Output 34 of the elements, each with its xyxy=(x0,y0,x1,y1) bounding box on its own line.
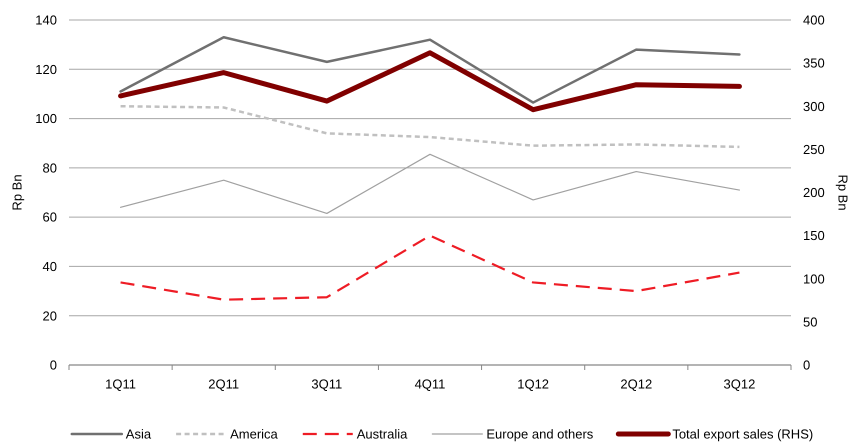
y2-tick-label: 250 xyxy=(803,142,825,157)
legend-label: Australia xyxy=(356,426,408,442)
y-tick-label: 140 xyxy=(35,12,57,28)
line-series xyxy=(119,105,741,148)
y-axis-title: Rp Bn xyxy=(10,174,25,211)
y2-tick-label: 0 xyxy=(803,358,810,373)
x-tick-label: 1Q11 xyxy=(105,376,136,392)
y-tick-label: 120 xyxy=(35,62,57,77)
y2-tick-label: 350 xyxy=(803,56,825,71)
y2-tick-label: 300 xyxy=(803,98,825,114)
y-tick-label: 20 xyxy=(42,308,57,324)
y-tick-label: 60 xyxy=(42,210,57,225)
y2-tick-label: 400 xyxy=(803,12,825,28)
x-tick-label: 2Q11 xyxy=(208,376,240,392)
x-tick-label: 1Q12 xyxy=(517,376,550,392)
y2-axis-title: Rp Bn xyxy=(835,174,850,211)
x-tick-label: 2Q12 xyxy=(620,376,652,392)
y2-tick-label: 50 xyxy=(803,314,818,330)
y2-tick-label: 150 xyxy=(803,228,825,244)
legend-label: Total export sales (RHS) xyxy=(672,426,814,442)
line-series xyxy=(119,234,741,301)
y2-tick-label: 100 xyxy=(803,271,825,286)
y-tick-label: 80 xyxy=(42,160,57,176)
y2-tick-label: 200 xyxy=(803,185,825,200)
legend-label: Europe and others xyxy=(486,426,594,442)
x-tick-label: 4Q11 xyxy=(414,376,446,392)
y-tick-label: 40 xyxy=(42,258,57,274)
y-tick-label: 0 xyxy=(50,358,57,373)
y-tick-label: 100 xyxy=(35,111,57,126)
x-tick-label: 3Q11 xyxy=(311,376,342,392)
legend-label: America xyxy=(230,426,279,442)
legend-label: Asia xyxy=(126,426,152,442)
line-series xyxy=(119,36,741,104)
x-tick-label: 3Q12 xyxy=(724,376,756,392)
